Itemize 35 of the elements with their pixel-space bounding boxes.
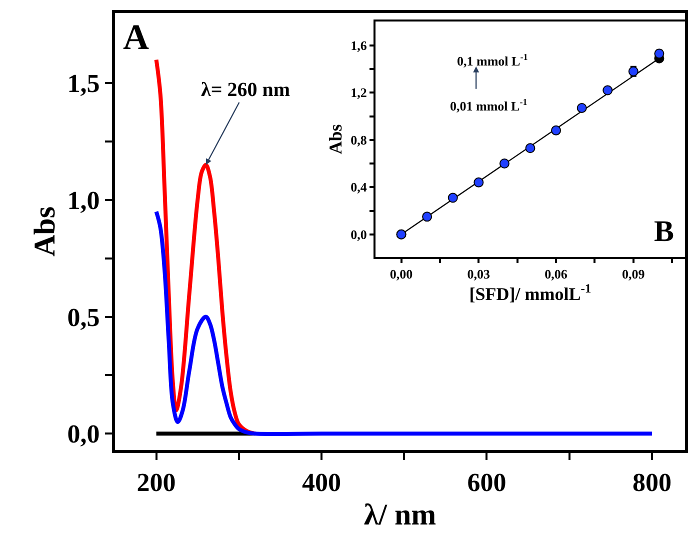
- y-tick-label: 0,0: [67, 420, 100, 449]
- annotation: 0,01 mmol L$^{-1}$: [450, 97, 528, 114]
- x-tick-label: 200: [136, 468, 176, 498]
- y-tick-label: 0,5: [67, 302, 100, 332]
- y-tick-label: 0,4: [350, 180, 368, 195]
- x-tick-label: 0,06: [544, 266, 568, 282]
- y-tick-label: 0,8: [350, 132, 368, 148]
- y-axis-title: Abs: [325, 124, 346, 154]
- x-tick-label: 800: [632, 468, 672, 498]
- x-tick-label: 0,00: [390, 266, 413, 282]
- x-tick-label: 600: [467, 468, 506, 498]
- point: [448, 192, 458, 203]
- y-tick-label: 1,6: [350, 38, 368, 53]
- x-axis-title: λ/ nm: [364, 498, 436, 532]
- line-series: [154, 210, 654, 436]
- annotation: A: [123, 17, 149, 57]
- point: [551, 125, 562, 136]
- y-axis-title: Abs: [28, 206, 62, 257]
- annotation: λ= 260 nm: [201, 79, 290, 101]
- annotation: 0,1 mmol L$^{-1}$: [457, 52, 528, 68]
- point: [602, 85, 613, 96]
- x-tick-label: 0,09: [622, 266, 646, 282]
- y-tick-label: 1,0: [67, 186, 100, 216]
- x-axis-title: [SFD]/ mmolL$^{-1}$: [469, 281, 592, 304]
- point: [422, 212, 432, 222]
- x-tick-label: 400: [302, 468, 342, 498]
- y-tick-label: 0,0: [350, 226, 367, 242]
- x-tick-label: 0,03: [467, 266, 491, 282]
- point: [576, 102, 587, 113]
- point: [525, 143, 536, 154]
- y-tick-label: 1,2: [350, 85, 367, 100]
- y-tick-label: 1,5: [67, 69, 100, 98]
- point: [474, 177, 484, 188]
- annotation: B: [654, 215, 674, 248]
- point: [499, 158, 510, 169]
